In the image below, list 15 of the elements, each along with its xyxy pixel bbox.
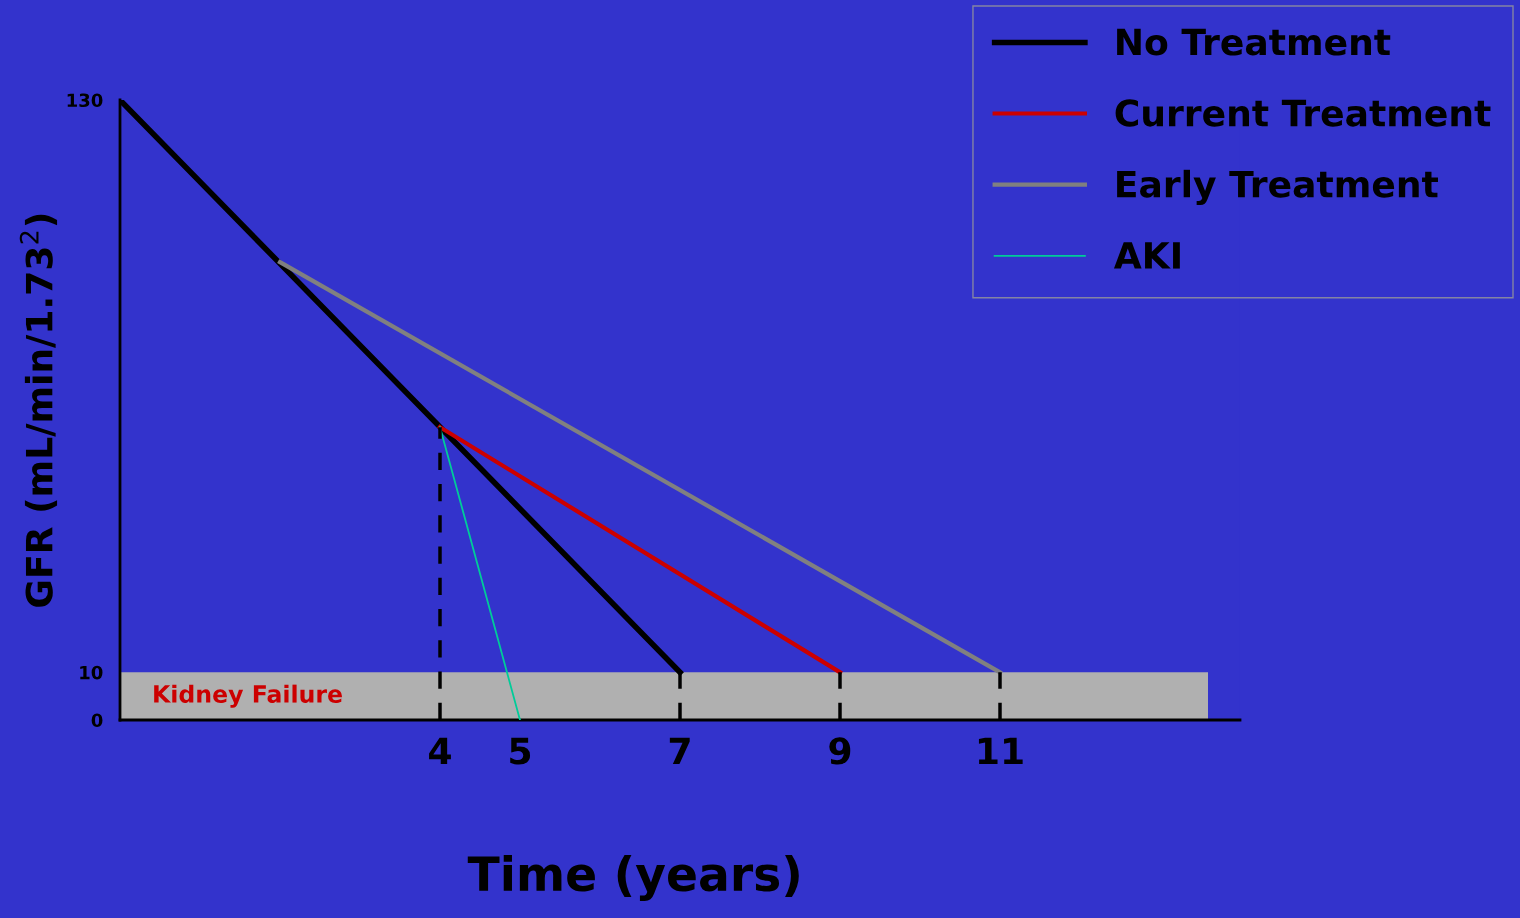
- legend-label: Current Treatment: [1115, 99, 1491, 127]
- legend-label: No Treatment: [1117, 28, 1391, 56]
- y-tick-label: 10: [80, 665, 103, 680]
- band-label: Kidney Failure: [154, 684, 342, 708]
- x-tick-label: 7: [669, 737, 690, 765]
- x-tick-label: 4: [429, 737, 451, 765]
- legend-label: AKI: [1113, 242, 1180, 269]
- y-axis-title: GFR (mL/min/1.73$^{2}$): [19, 214, 58, 607]
- x-axis-title: Time (years): [467, 854, 799, 902]
- y-tick-label: 130: [67, 93, 103, 108]
- x-tick-label: 11: [978, 737, 1023, 765]
- x-tick-label: 9: [829, 737, 851, 765]
- y-tick-label: 0: [91, 713, 103, 728]
- x-tick-label: 5: [510, 737, 531, 765]
- legend-label: Early Treatment: [1117, 169, 1438, 206]
